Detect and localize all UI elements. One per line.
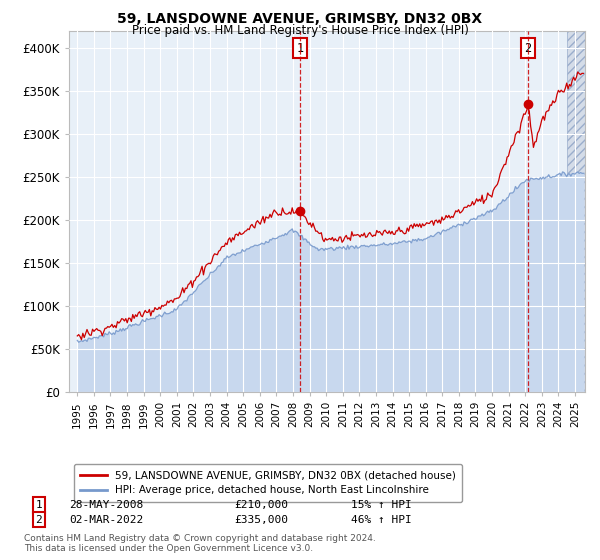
Text: 02-MAR-2022: 02-MAR-2022 xyxy=(69,515,143,525)
Text: 2: 2 xyxy=(524,41,532,54)
Text: 28-MAY-2008: 28-MAY-2008 xyxy=(69,500,143,510)
Text: £210,000: £210,000 xyxy=(234,500,288,510)
Text: 1: 1 xyxy=(35,500,43,510)
Text: 1: 1 xyxy=(296,41,304,54)
Legend: 59, LANSDOWNE AVENUE, GRIMSBY, DN32 0BX (detached house), HPI: Average price, de: 59, LANSDOWNE AVENUE, GRIMSBY, DN32 0BX … xyxy=(74,464,462,502)
Text: Contains HM Land Registry data © Crown copyright and database right 2024.
This d: Contains HM Land Registry data © Crown c… xyxy=(24,534,376,553)
Bar xyxy=(567,31,587,392)
Text: £335,000: £335,000 xyxy=(234,515,288,525)
Text: 15% ↑ HPI: 15% ↑ HPI xyxy=(351,500,412,510)
Text: 46% ↑ HPI: 46% ↑ HPI xyxy=(351,515,412,525)
Text: Price paid vs. HM Land Registry's House Price Index (HPI): Price paid vs. HM Land Registry's House … xyxy=(131,24,469,36)
Text: 2: 2 xyxy=(35,515,43,525)
Text: 59, LANSDOWNE AVENUE, GRIMSBY, DN32 0BX: 59, LANSDOWNE AVENUE, GRIMSBY, DN32 0BX xyxy=(118,12,482,26)
